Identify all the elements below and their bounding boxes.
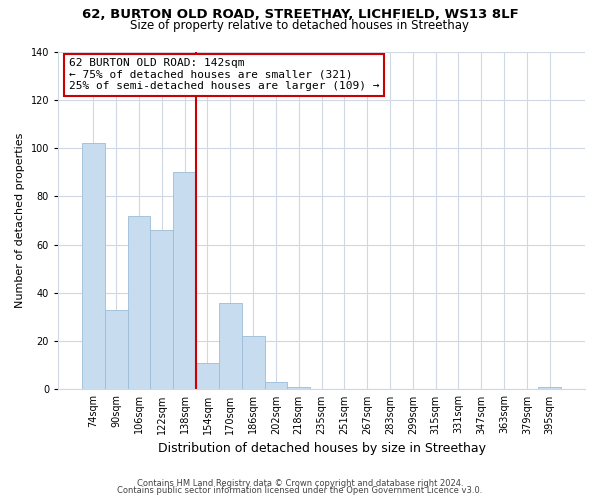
- Text: 62 BURTON OLD ROAD: 142sqm
← 75% of detached houses are smaller (321)
25% of sem: 62 BURTON OLD ROAD: 142sqm ← 75% of deta…: [68, 58, 379, 92]
- Text: 62, BURTON OLD ROAD, STREETHAY, LICHFIELD, WS13 8LF: 62, BURTON OLD ROAD, STREETHAY, LICHFIEL…: [82, 8, 518, 20]
- Bar: [287, 387, 310, 390]
- Y-axis label: Number of detached properties: Number of detached properties: [15, 133, 25, 308]
- Bar: [82, 143, 105, 390]
- Text: Size of property relative to detached houses in Streethay: Size of property relative to detached ho…: [131, 19, 470, 32]
- Bar: [265, 382, 287, 390]
- Bar: [105, 310, 128, 390]
- Bar: [538, 387, 561, 390]
- Bar: [219, 302, 242, 390]
- Bar: [151, 230, 173, 390]
- Text: Contains public sector information licensed under the Open Government Licence v3: Contains public sector information licen…: [118, 486, 482, 495]
- Bar: [196, 363, 219, 390]
- X-axis label: Distribution of detached houses by size in Streethay: Distribution of detached houses by size …: [158, 442, 485, 455]
- Bar: [128, 216, 151, 390]
- Bar: [173, 172, 196, 390]
- Text: Contains HM Land Registry data © Crown copyright and database right 2024.: Contains HM Land Registry data © Crown c…: [137, 478, 463, 488]
- Bar: [242, 336, 265, 390]
